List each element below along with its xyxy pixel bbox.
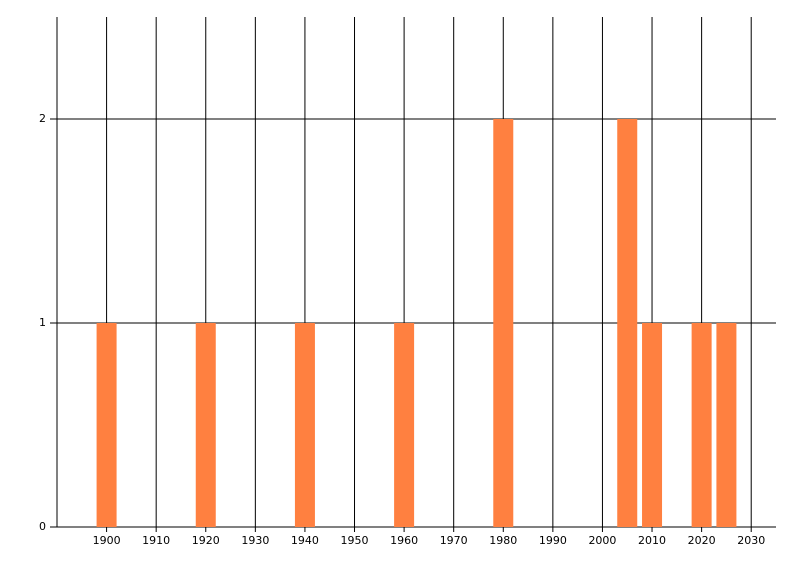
x-tick-label: 1900 xyxy=(93,534,121,547)
y-tick-label: 2 xyxy=(39,112,46,125)
bar xyxy=(294,323,315,527)
x-tick-label: 2000 xyxy=(588,534,616,547)
x-tick-label: 1980 xyxy=(489,534,517,547)
bar xyxy=(195,323,216,527)
x-tick-label: 1940 xyxy=(291,534,319,547)
x-tick-label: 1920 xyxy=(192,534,220,547)
bar xyxy=(493,119,514,527)
x-tick-label: 1960 xyxy=(390,534,418,547)
y-tick-label: 1 xyxy=(39,316,46,329)
bar xyxy=(394,323,415,527)
x-tick-label: 1990 xyxy=(539,534,567,547)
bar xyxy=(691,323,712,527)
x-tick-label: 1970 xyxy=(440,534,468,547)
x-tick-label: 1930 xyxy=(241,534,269,547)
x-tick-label: 2020 xyxy=(688,534,716,547)
bar xyxy=(617,119,638,527)
x-tick-label: 1910 xyxy=(142,534,170,547)
bar xyxy=(96,323,117,527)
y-tick-label: 0 xyxy=(39,520,46,533)
bar xyxy=(642,323,663,527)
bar xyxy=(716,323,737,527)
x-tick-label: 2030 xyxy=(737,534,765,547)
x-tick-label: 2010 xyxy=(638,534,666,547)
x-tick-label: 1950 xyxy=(341,534,369,547)
